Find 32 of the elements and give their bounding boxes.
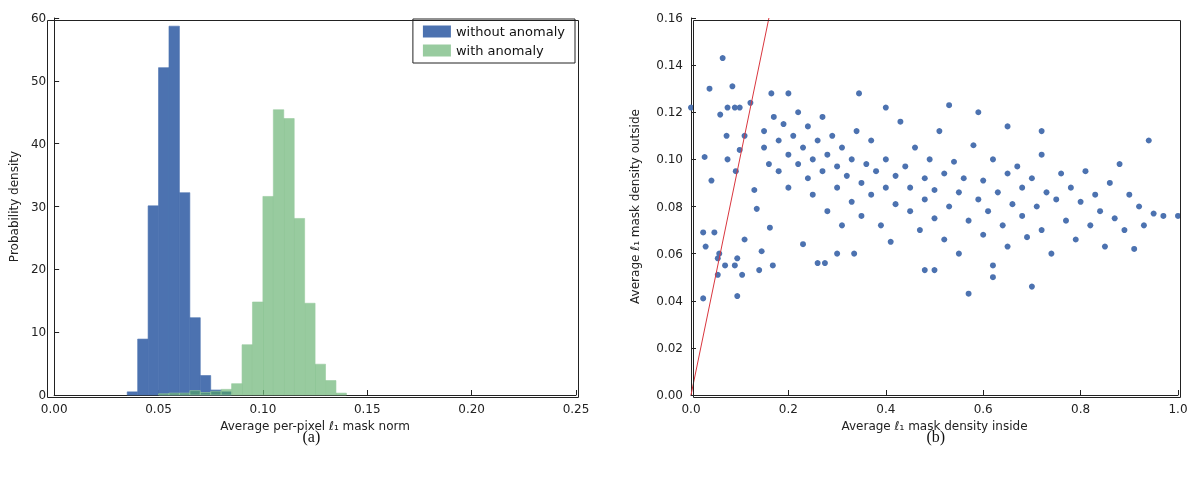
x-tick-label: 0.8 xyxy=(1071,402,1091,416)
x-tick-label: 0.05 xyxy=(145,402,172,416)
y-tick-label: 50 xyxy=(30,73,47,88)
x-tick-label: 0.15 xyxy=(353,402,381,416)
y-axis-title: Probability density xyxy=(7,150,21,263)
y-tick-label: 0.12 xyxy=(656,105,683,120)
y-tick-label: 30 xyxy=(30,199,47,214)
legend-label: with anomaly xyxy=(455,43,545,58)
x-tick-label: 0.20 xyxy=(458,402,485,416)
y-tick-label: 0.16 xyxy=(656,11,683,25)
x-tick-label: 0.25 xyxy=(562,402,590,416)
y-tick-label: 20 xyxy=(30,262,47,277)
y-tick-label: 0 xyxy=(38,388,47,402)
y-axis-title: Average ℓ₁ mask density outside xyxy=(628,109,642,304)
x-tick-label: 0.6 xyxy=(973,402,993,416)
y-tick-label: 0.02 xyxy=(656,340,683,355)
y-tick-label: 0.06 xyxy=(656,246,683,261)
y-tick-label: 0.08 xyxy=(656,199,683,214)
y-tick-label: 0.14 xyxy=(656,58,683,73)
y-tick-label: 60 xyxy=(30,11,47,25)
x-tick-label: 0.0 xyxy=(681,402,701,416)
x-tick-label: 1.0 xyxy=(1168,402,1188,416)
x-tick-label: 0.00 xyxy=(40,402,68,416)
y-tick-label: 0.00 xyxy=(656,388,683,402)
x-tick-label: 0.4 xyxy=(876,402,896,416)
y-tick-label: 0.04 xyxy=(656,293,683,308)
y-tick-label: 0.10 xyxy=(656,152,683,167)
legend-label: without anomaly xyxy=(455,24,566,39)
x-tick-label: 0.10 xyxy=(249,402,277,416)
x-tick-label: 0.2 xyxy=(778,402,798,416)
y-tick-label: 40 xyxy=(30,136,47,151)
y-tick-label: 10 xyxy=(30,325,47,340)
